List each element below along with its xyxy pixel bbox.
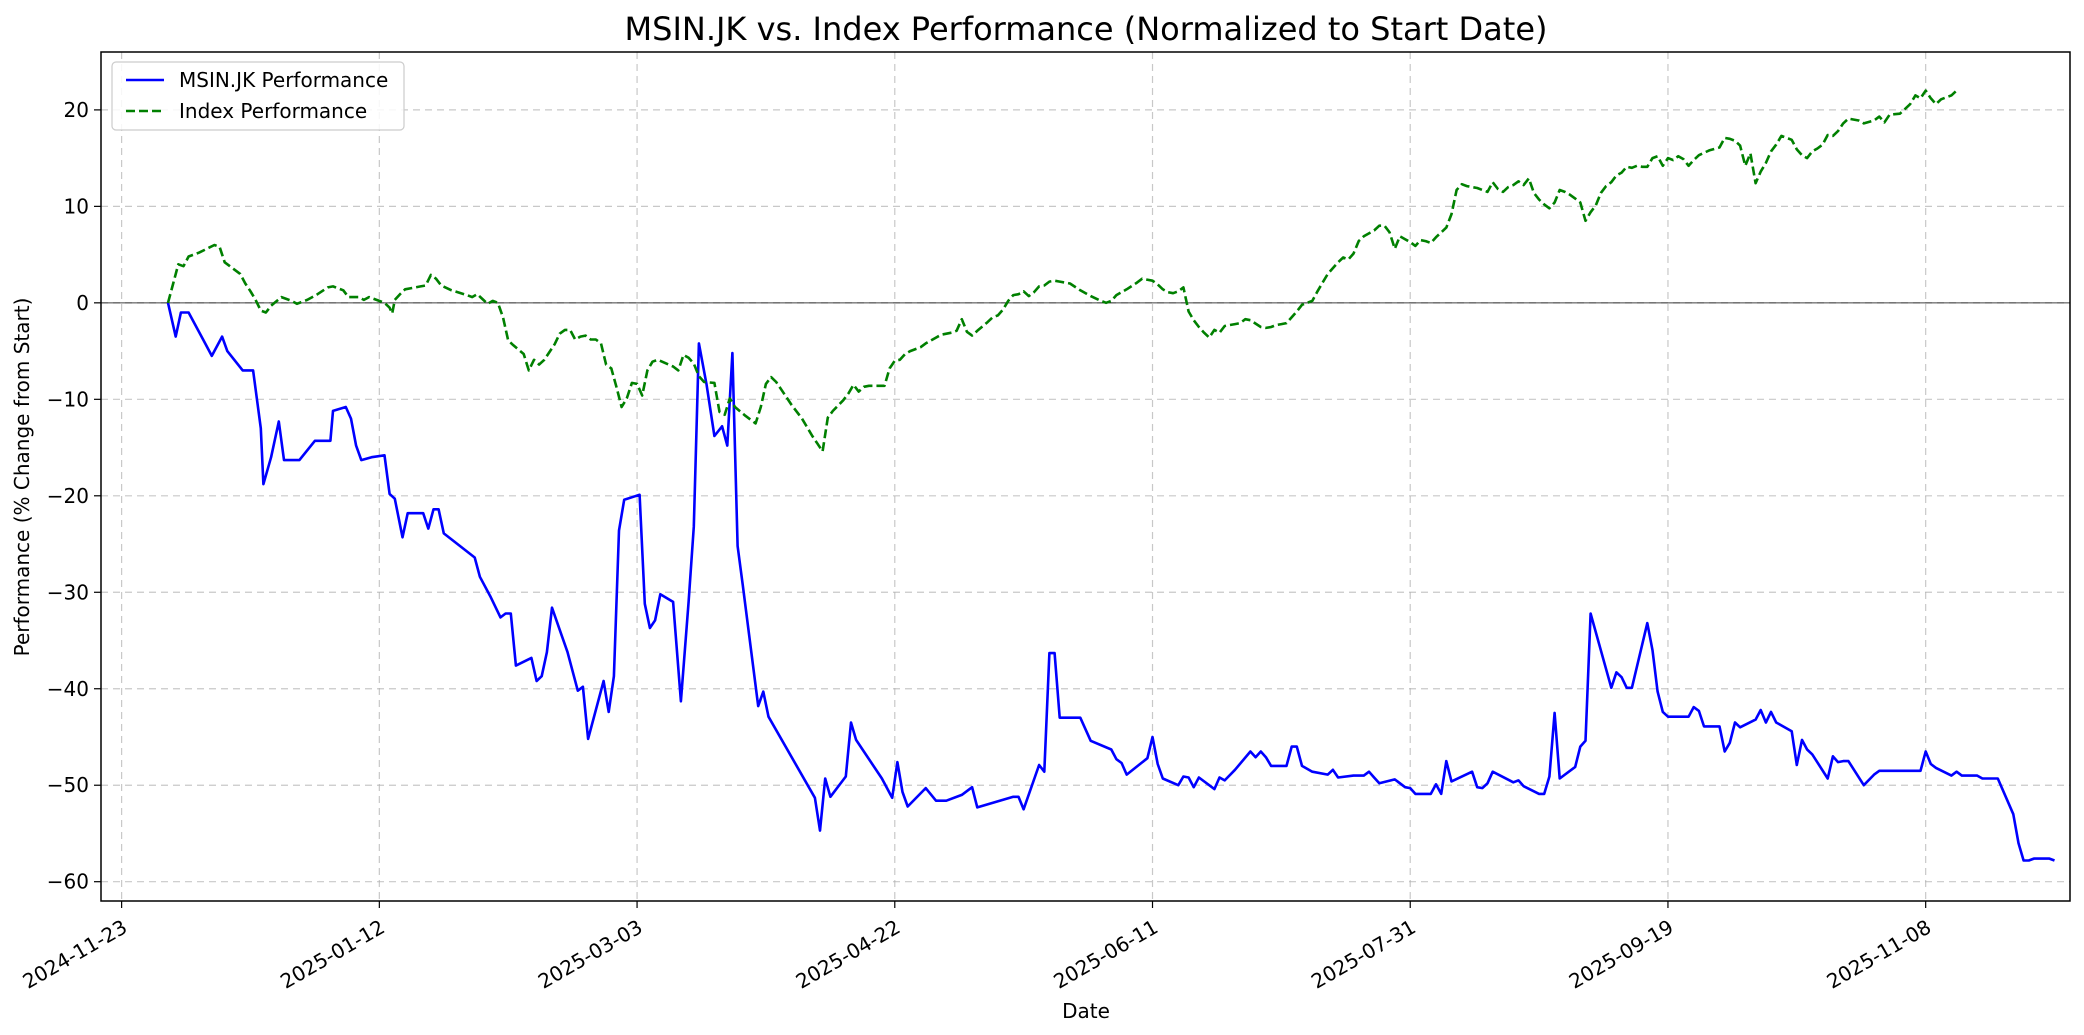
x-axis-label: Date: [1062, 999, 1110, 1023]
msin-series-line: [166, 302, 2055, 862]
y-axis-label: Performance (% Change from Start): [10, 298, 34, 657]
legend-box: [111, 61, 405, 131]
grid: [101, 52, 2070, 901]
y-tick-label: 20: [64, 98, 89, 122]
y-tick-label: −60: [47, 870, 89, 894]
y-tick-label: 10: [64, 194, 89, 218]
y-axis: 20 10 0 −10 −20 −30 −40 −50 −60: [47, 98, 101, 894]
legend-label-msin: MSIN.JK Performance: [179, 68, 388, 92]
index-series-line: [166, 89, 1958, 453]
y-tick-label: −20: [47, 484, 89, 508]
legend-label-index: Index Performance: [179, 99, 367, 123]
y-tick-label: −40: [47, 677, 89, 701]
y-tick-label: −10: [47, 387, 89, 411]
y-tick-label: −30: [47, 580, 89, 604]
series-layer: [166, 89, 2055, 862]
y-tick-label: −50: [47, 773, 89, 797]
legend: MSIN.JK Performance Index Performance: [111, 61, 405, 131]
plot-frame: [100, 51, 2071, 902]
chart-title: MSIN.JK vs. Index Performance (Normalize…: [625, 10, 1548, 48]
y-tick-label: 0: [76, 291, 89, 315]
